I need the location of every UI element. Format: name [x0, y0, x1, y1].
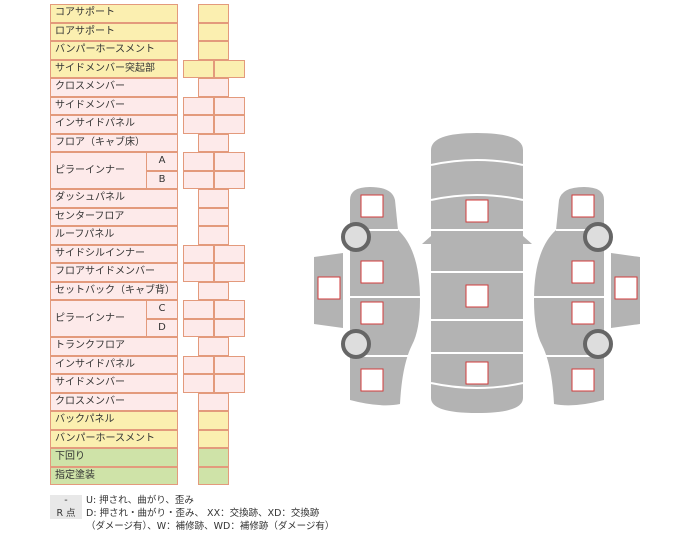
row-label: ダッシュパネル: [50, 189, 178, 208]
input-cell[interactable]: [214, 374, 245, 393]
input-cell[interactable]: [214, 96, 245, 115]
input-cell[interactable]: [214, 355, 245, 374]
row-label: クロスメンバー: [50, 78, 178, 97]
input-cell[interactable]: [198, 41, 229, 60]
input-cell[interactable]: [198, 78, 229, 97]
legend-text: U: 押され、曲がり、歪み: [86, 495, 194, 506]
input-cell[interactable]: [198, 226, 229, 245]
marker-box[interactable]: [360, 301, 384, 325]
row-label: センターフロア: [50, 207, 178, 226]
row-label: サイドシルインナー: [50, 244, 178, 263]
row-label: サイドメンバー: [50, 374, 178, 393]
input-cell[interactable]: [214, 300, 245, 319]
row-label: トランクフロア: [50, 337, 178, 356]
marker-box[interactable]: [360, 368, 384, 392]
row-sublabel: D: [146, 318, 178, 337]
row-label: サイドメンバー突起部: [50, 59, 178, 78]
marker-box[interactable]: [465, 199, 489, 223]
legend-key: R 点: [50, 505, 82, 519]
wheel-icon: [341, 329, 371, 359]
marker-box[interactable]: [571, 368, 595, 392]
input-cell[interactable]: [198, 466, 229, 485]
input-cell[interactable]: [214, 170, 245, 189]
input-cell[interactable]: [214, 244, 245, 263]
row-label: ルーフパネル: [50, 226, 178, 245]
marker-box[interactable]: [360, 194, 384, 218]
input-cell[interactable]: [214, 115, 245, 134]
input-cell[interactable]: [198, 411, 229, 430]
input-cell[interactable]: [183, 170, 214, 189]
row-label: バンパーホースメント: [50, 429, 178, 448]
marker-box[interactable]: [571, 260, 595, 284]
input-cell[interactable]: [198, 337, 229, 356]
legend-item: R 点 D: 押され・曲がり・歪み、 XX：交換跡、XD：交換跡: [50, 505, 319, 519]
row-sublabel: A: [146, 152, 178, 171]
input-cell[interactable]: [198, 392, 229, 411]
legend-text: D: 押され・曲がり・歪み、 XX：交換跡、XD：交換跡: [86, 508, 320, 519]
marker-box[interactable]: [360, 260, 384, 284]
marker-box[interactable]: [465, 284, 489, 308]
marker-box[interactable]: [465, 361, 489, 385]
input-cell[interactable]: [198, 189, 229, 208]
legend-item: （ダメージ有）、W：補修跡、WD：補修跡（ダメージ有）: [50, 518, 334, 532]
legend-key: -: [50, 495, 82, 506]
input-cell[interactable]: [198, 429, 229, 448]
input-cell[interactable]: [183, 59, 214, 78]
input-cell[interactable]: [183, 96, 214, 115]
input-cell[interactable]: [198, 448, 229, 467]
row-label: インサイドパネル: [50, 115, 178, 134]
input-cell[interactable]: [198, 133, 229, 152]
row-label: フロア（キャブ床）: [50, 133, 178, 152]
row-label: フロアサイドメンバー: [50, 263, 178, 282]
row-label: バックパネル: [50, 411, 178, 430]
input-cell[interactable]: [214, 59, 245, 78]
row-label: セットバック（キャブ背）: [50, 281, 178, 300]
input-cell[interactable]: [183, 115, 214, 134]
input-cell[interactable]: [198, 207, 229, 226]
legend-item: - U: 押され、曲がり、歪み: [50, 492, 194, 506]
input-cell[interactable]: [198, 281, 229, 300]
wheel-icon: [341, 222, 371, 252]
row-label: ロアサポート: [50, 22, 178, 41]
input-cell[interactable]: [214, 263, 245, 282]
marker-box[interactable]: [571, 194, 595, 218]
input-cell[interactable]: [183, 318, 214, 337]
row-label: クロスメンバー: [50, 392, 178, 411]
row-label: バンパーホースメント: [50, 41, 178, 60]
marker-box[interactable]: [614, 276, 638, 300]
input-cell[interactable]: [183, 244, 214, 263]
row-label: 指定塗装: [50, 466, 178, 485]
input-cell[interactable]: [183, 374, 214, 393]
row-label: サイドメンバー: [50, 96, 178, 115]
input-cell[interactable]: [183, 152, 214, 171]
row-label: 下回り: [50, 448, 178, 467]
input-cell[interactable]: [183, 263, 214, 282]
row-label: コアサポート: [50, 4, 178, 23]
row-label: インサイドパネル: [50, 355, 178, 374]
row-sublabel: B: [146, 170, 178, 189]
input-cell[interactable]: [214, 318, 245, 337]
marker-box[interactable]: [571, 301, 595, 325]
input-cell[interactable]: [183, 355, 214, 374]
input-cell[interactable]: [214, 152, 245, 171]
wheel-icon: [583, 222, 613, 252]
input-cell[interactable]: [198, 4, 229, 23]
input-cell[interactable]: [183, 300, 214, 319]
legend-text: （ダメージ有）、W：補修跡、WD：補修跡（ダメージ有）: [86, 521, 335, 532]
marker-box[interactable]: [317, 276, 341, 300]
row-sublabel: C: [146, 300, 178, 319]
wheel-icon: [583, 329, 613, 359]
input-cell[interactable]: [198, 22, 229, 41]
